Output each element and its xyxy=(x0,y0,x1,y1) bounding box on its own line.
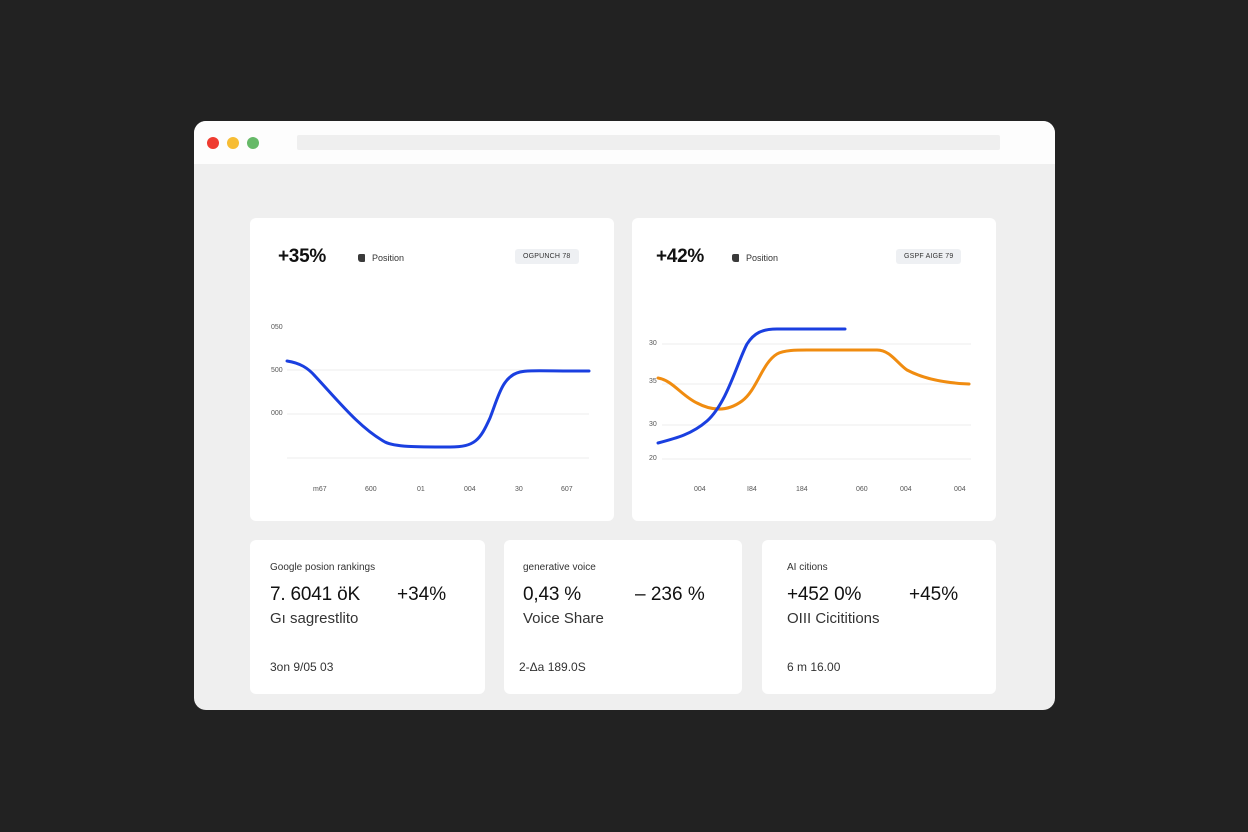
y-tick: 35 xyxy=(649,378,657,385)
x-tick: 004 xyxy=(464,486,476,493)
y-tick: 30 xyxy=(649,340,657,347)
chart-legend: Position xyxy=(732,253,778,263)
y-tick: 050 xyxy=(271,324,283,331)
position-chart-card-left: +35% Position OGPUNCH 78 050 500 000 m67… xyxy=(250,218,614,521)
minimize-window-button[interactable] xyxy=(227,137,239,149)
x-tick: 30 xyxy=(515,486,523,493)
line-chart: 050 500 000 m67 600 01 004 30 607 xyxy=(271,324,591,493)
legend-swatch-icon xyxy=(358,254,365,262)
x-tick: 060 xyxy=(856,486,868,493)
stat-delta: +45% xyxy=(909,584,959,605)
x-tick: I84 xyxy=(747,486,757,493)
address-bar[interactable] xyxy=(297,135,1000,150)
browser-window: +35% Position OGPUNCH 78 050 500 000 m67… xyxy=(194,121,1055,710)
stat-title: AI citions xyxy=(787,562,828,573)
x-tick: 607 xyxy=(561,486,573,493)
x-tick: 01 xyxy=(417,486,425,493)
x-tick: 004 xyxy=(954,486,966,493)
x-tick: 004 xyxy=(900,486,912,493)
chart-headline: +42% xyxy=(656,246,704,267)
legend-label: Position xyxy=(746,253,779,263)
x-tick: 004 xyxy=(694,486,706,493)
chart-legend: Position xyxy=(358,253,404,263)
x-tick: 184 xyxy=(796,486,808,493)
line-chart: 30 35 30 20 004 I84 184 060 004 004 xyxy=(649,327,971,493)
series-line-a xyxy=(656,327,847,445)
stat-card-voice-share: generative voice 0,43 % – 236 % Voice Sh… xyxy=(504,540,742,694)
stat-subtitle: Voice Share xyxy=(523,610,604,627)
series-line-position xyxy=(285,359,591,449)
stat-value: 7. 6041 öK xyxy=(270,584,360,605)
stat-value: +452 0% xyxy=(787,584,862,605)
title-bar xyxy=(194,121,1055,164)
stat-footer: 3on 9/05 03 xyxy=(270,660,334,674)
y-tick: 30 xyxy=(649,421,657,428)
stat-card-ai-citations: AI citions +452 0% +45% OIII Cicititions… xyxy=(762,540,996,694)
chart-filter-pill[interactable]: OGPUNCH 78 xyxy=(515,249,579,264)
chart-filter-pill[interactable]: GSPF AIGE 79 xyxy=(896,249,962,264)
stat-footer: 2-Δa 189.0S xyxy=(519,660,586,674)
chart-headline: +35% xyxy=(278,246,326,267)
series-line-b xyxy=(656,348,971,411)
stat-delta: +34% xyxy=(397,584,447,605)
stat-subtitle: Gı sagrestlito xyxy=(270,610,359,627)
close-window-button[interactable] xyxy=(207,137,219,149)
y-tick: 500 xyxy=(271,367,283,374)
maximize-window-button[interactable] xyxy=(247,137,259,149)
stat-value: 0,43 % xyxy=(523,584,581,605)
stat-title: Google posion rankings xyxy=(270,562,376,573)
stat-subtitle: OIII Cicititions xyxy=(787,610,880,627)
x-tick: m67 xyxy=(313,486,327,493)
legend-label: Position xyxy=(372,253,405,263)
stat-delta: – 236 % xyxy=(635,584,705,605)
stat-title: generative voice xyxy=(523,562,596,573)
x-tick: 600 xyxy=(365,486,377,493)
y-tick: 000 xyxy=(271,410,283,417)
position-chart-card-right: +42% Position GSPF AIGE 79 30 35 30 20 0… xyxy=(632,218,996,521)
stat-card-rankings: Google posion rankings 7. 6041 öK +34% G… xyxy=(250,540,485,694)
stat-footer: 6 m 16.00 xyxy=(787,660,841,674)
legend-swatch-icon xyxy=(732,254,739,262)
y-tick: 20 xyxy=(649,455,657,462)
